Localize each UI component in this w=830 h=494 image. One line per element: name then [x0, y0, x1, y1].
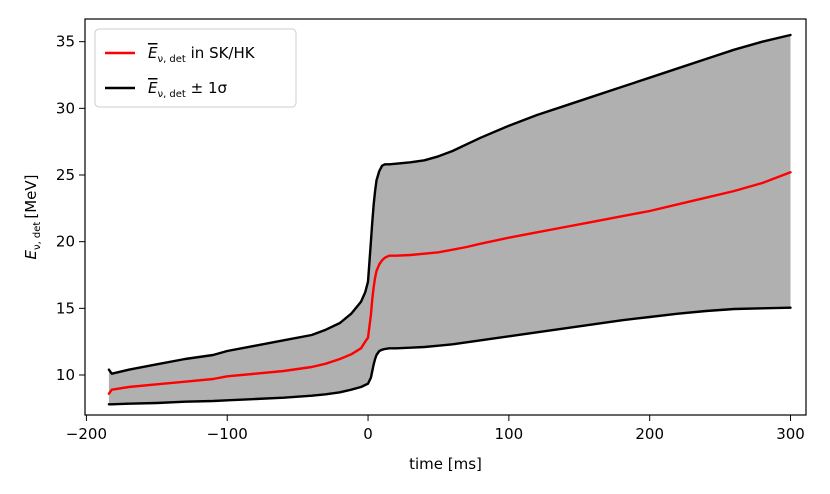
- y-tick-label: 35: [56, 33, 75, 51]
- x-tick-label: −100: [207, 425, 248, 443]
- band-layer: [108, 35, 791, 405]
- x-tick-label: −200: [66, 425, 107, 443]
- x-tick-label: 100: [495, 425, 524, 443]
- x-tick-label: 0: [363, 425, 373, 443]
- upper-bound-line: [107, 33, 792, 375]
- plot-frame: [84, 18, 807, 416]
- lines-layer: [107, 33, 792, 406]
- mean-energy-line: [107, 171, 792, 395]
- x-axis-label: time [ms]: [409, 455, 482, 473]
- y-tick-label: 25: [56, 166, 75, 184]
- legend-mean-symbol: E: [148, 44, 158, 62]
- y-tick-label: 10: [56, 366, 75, 384]
- legend-mean-label: Eν, det in SK/HK: [148, 44, 256, 65]
- x-axis-ticks: −200 −100 0 100 200 300: [66, 415, 805, 443]
- sigma-band: [108, 35, 791, 405]
- legend-band-label: Eν, det ± 1σ: [148, 79, 228, 100]
- legend-band-suffix: ± 1σ: [186, 79, 228, 97]
- legend-mean-sub: ν, det: [157, 54, 185, 65]
- legend-mean-suffix: in SK/HK: [186, 44, 256, 62]
- lower-bound-line: [107, 306, 792, 406]
- x-tick-label: 200: [635, 425, 664, 443]
- y-tick-label: 20: [56, 233, 75, 251]
- legend-band-symbol: E: [148, 79, 158, 97]
- legend-box: [94, 28, 297, 108]
- x-tick-label: 300: [776, 425, 805, 443]
- y-axis-label: Eν, det[MeV]: [22, 175, 43, 260]
- y-tick-label: 30: [56, 99, 75, 117]
- legend: Eν, det in SK/HK Eν, det ± 1σ: [94, 28, 297, 108]
- y-tick-label: 15: [56, 299, 75, 317]
- y-axis-ticks: 10 15 20 25 30 35: [56, 33, 85, 384]
- legend-band-sub: ν, det: [157, 89, 185, 100]
